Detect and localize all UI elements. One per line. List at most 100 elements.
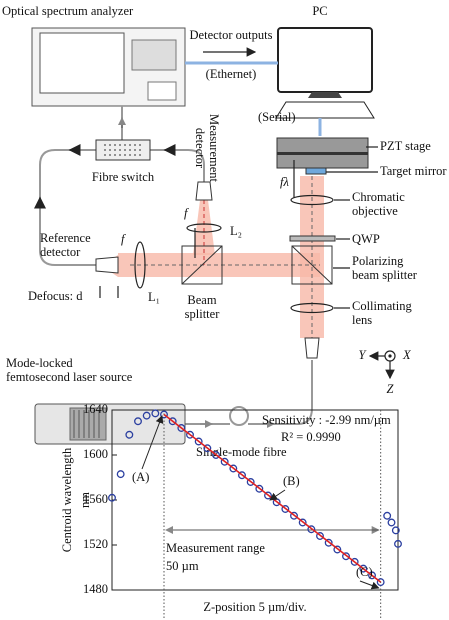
label: objective (352, 204, 398, 218)
point (387, 518, 396, 527)
laser-grating-lines (73, 410, 100, 438)
point (394, 539, 402, 548)
pbs-face (291, 245, 333, 285)
label: Fibre switch (92, 170, 155, 184)
point (168, 417, 177, 426)
point (350, 557, 359, 566)
x-axis-title: Z-position 5 µm/div. (203, 600, 306, 614)
label: (Ethernet) (206, 67, 257, 81)
y-tick-label: 1520 (83, 537, 108, 551)
axis-x-dot (388, 354, 392, 358)
point (238, 471, 246, 480)
point (186, 430, 194, 439)
label: PC (312, 4, 327, 18)
point (125, 430, 134, 439)
label: X (402, 348, 412, 362)
point (177, 424, 186, 432)
label: Z (387, 382, 395, 396)
lens-l1 (134, 241, 146, 289)
label: Y (359, 348, 368, 362)
label: splitter (185, 307, 221, 321)
y-tick-label: 1560 (83, 492, 108, 506)
collimating-lens (290, 302, 334, 314)
y-tick-label: 1640 (83, 402, 108, 416)
point (290, 511, 298, 520)
collimator (304, 337, 320, 359)
annotation: (A) (132, 470, 149, 484)
point (142, 411, 151, 420)
annotation: Sensitivity : -2.99 nm/µm (262, 413, 391, 427)
label: Chromatic (352, 190, 405, 204)
point (333, 545, 342, 554)
label: f (184, 206, 189, 220)
point (134, 417, 142, 426)
beam-splitter-face (181, 245, 223, 285)
label: (Serial) (258, 110, 295, 124)
point (194, 437, 203, 446)
point (108, 493, 116, 502)
qwp (289, 235, 336, 242)
label: detector (193, 128, 207, 169)
y-tick-label: 1600 (83, 447, 108, 461)
label: Reference (40, 231, 91, 245)
chart: 1480 1520 1560 1600 1640 Centroid wavelength n… (60, 402, 402, 620)
annotation: (C) (356, 565, 373, 579)
annotation-arrow (269, 489, 286, 501)
label: Measurement (207, 114, 221, 183)
y-tick-label: 1480 (83, 582, 108, 596)
label: femtosecond laser source (6, 370, 133, 384)
laser-grating (69, 407, 107, 441)
measurement-detector (195, 181, 213, 201)
label: Detector outputs (190, 28, 273, 42)
y-axis-title: Centroid wavelength (60, 447, 74, 552)
beam-splitter (181, 245, 223, 285)
point (220, 457, 229, 466)
annotation: R² = 0.9990 (281, 430, 341, 444)
switch-pins (104, 144, 142, 156)
fibre (150, 149, 205, 182)
osa-screen (39, 32, 125, 94)
label: fλ (280, 175, 289, 189)
point (203, 444, 212, 453)
point (116, 470, 125, 479)
point (359, 564, 368, 573)
label: Optical spectrum analyzer (2, 4, 134, 18)
point (391, 526, 400, 535)
osa-buttons (131, 39, 177, 71)
point (368, 571, 376, 580)
label: L₁ (148, 290, 160, 304)
point (342, 552, 350, 561)
y-axis-title: nm (78, 492, 92, 508)
label: Defocus: d (28, 289, 83, 303)
label: detector (40, 245, 81, 259)
pc-monitor (277, 27, 373, 93)
label: beam splitter (352, 268, 418, 282)
beam (118, 253, 320, 277)
label: QWP (352, 232, 380, 246)
target-mirror (305, 167, 327, 175)
point (298, 518, 307, 527)
point (255, 484, 264, 493)
lens-l2 (186, 223, 222, 233)
point (281, 505, 290, 513)
point (324, 538, 333, 547)
label: Collimating (352, 299, 412, 313)
annotation-arrow (141, 415, 164, 470)
pzt-divider (277, 152, 368, 155)
point (229, 464, 238, 473)
reference-detector (95, 256, 119, 274)
fibre-loop (229, 406, 249, 426)
annotation-arrow (359, 580, 380, 590)
point (307, 525, 316, 534)
point (316, 532, 324, 540)
point (160, 410, 168, 419)
point (151, 409, 160, 418)
label: lens (352, 313, 372, 327)
label: f (121, 232, 126, 246)
point (212, 451, 220, 459)
label: Mode-locked (6, 356, 73, 370)
pbs (291, 245, 333, 285)
setup-diagram: Optical spectrum analyzer PC Detector ou… (2, 4, 447, 459)
point (383, 511, 392, 520)
